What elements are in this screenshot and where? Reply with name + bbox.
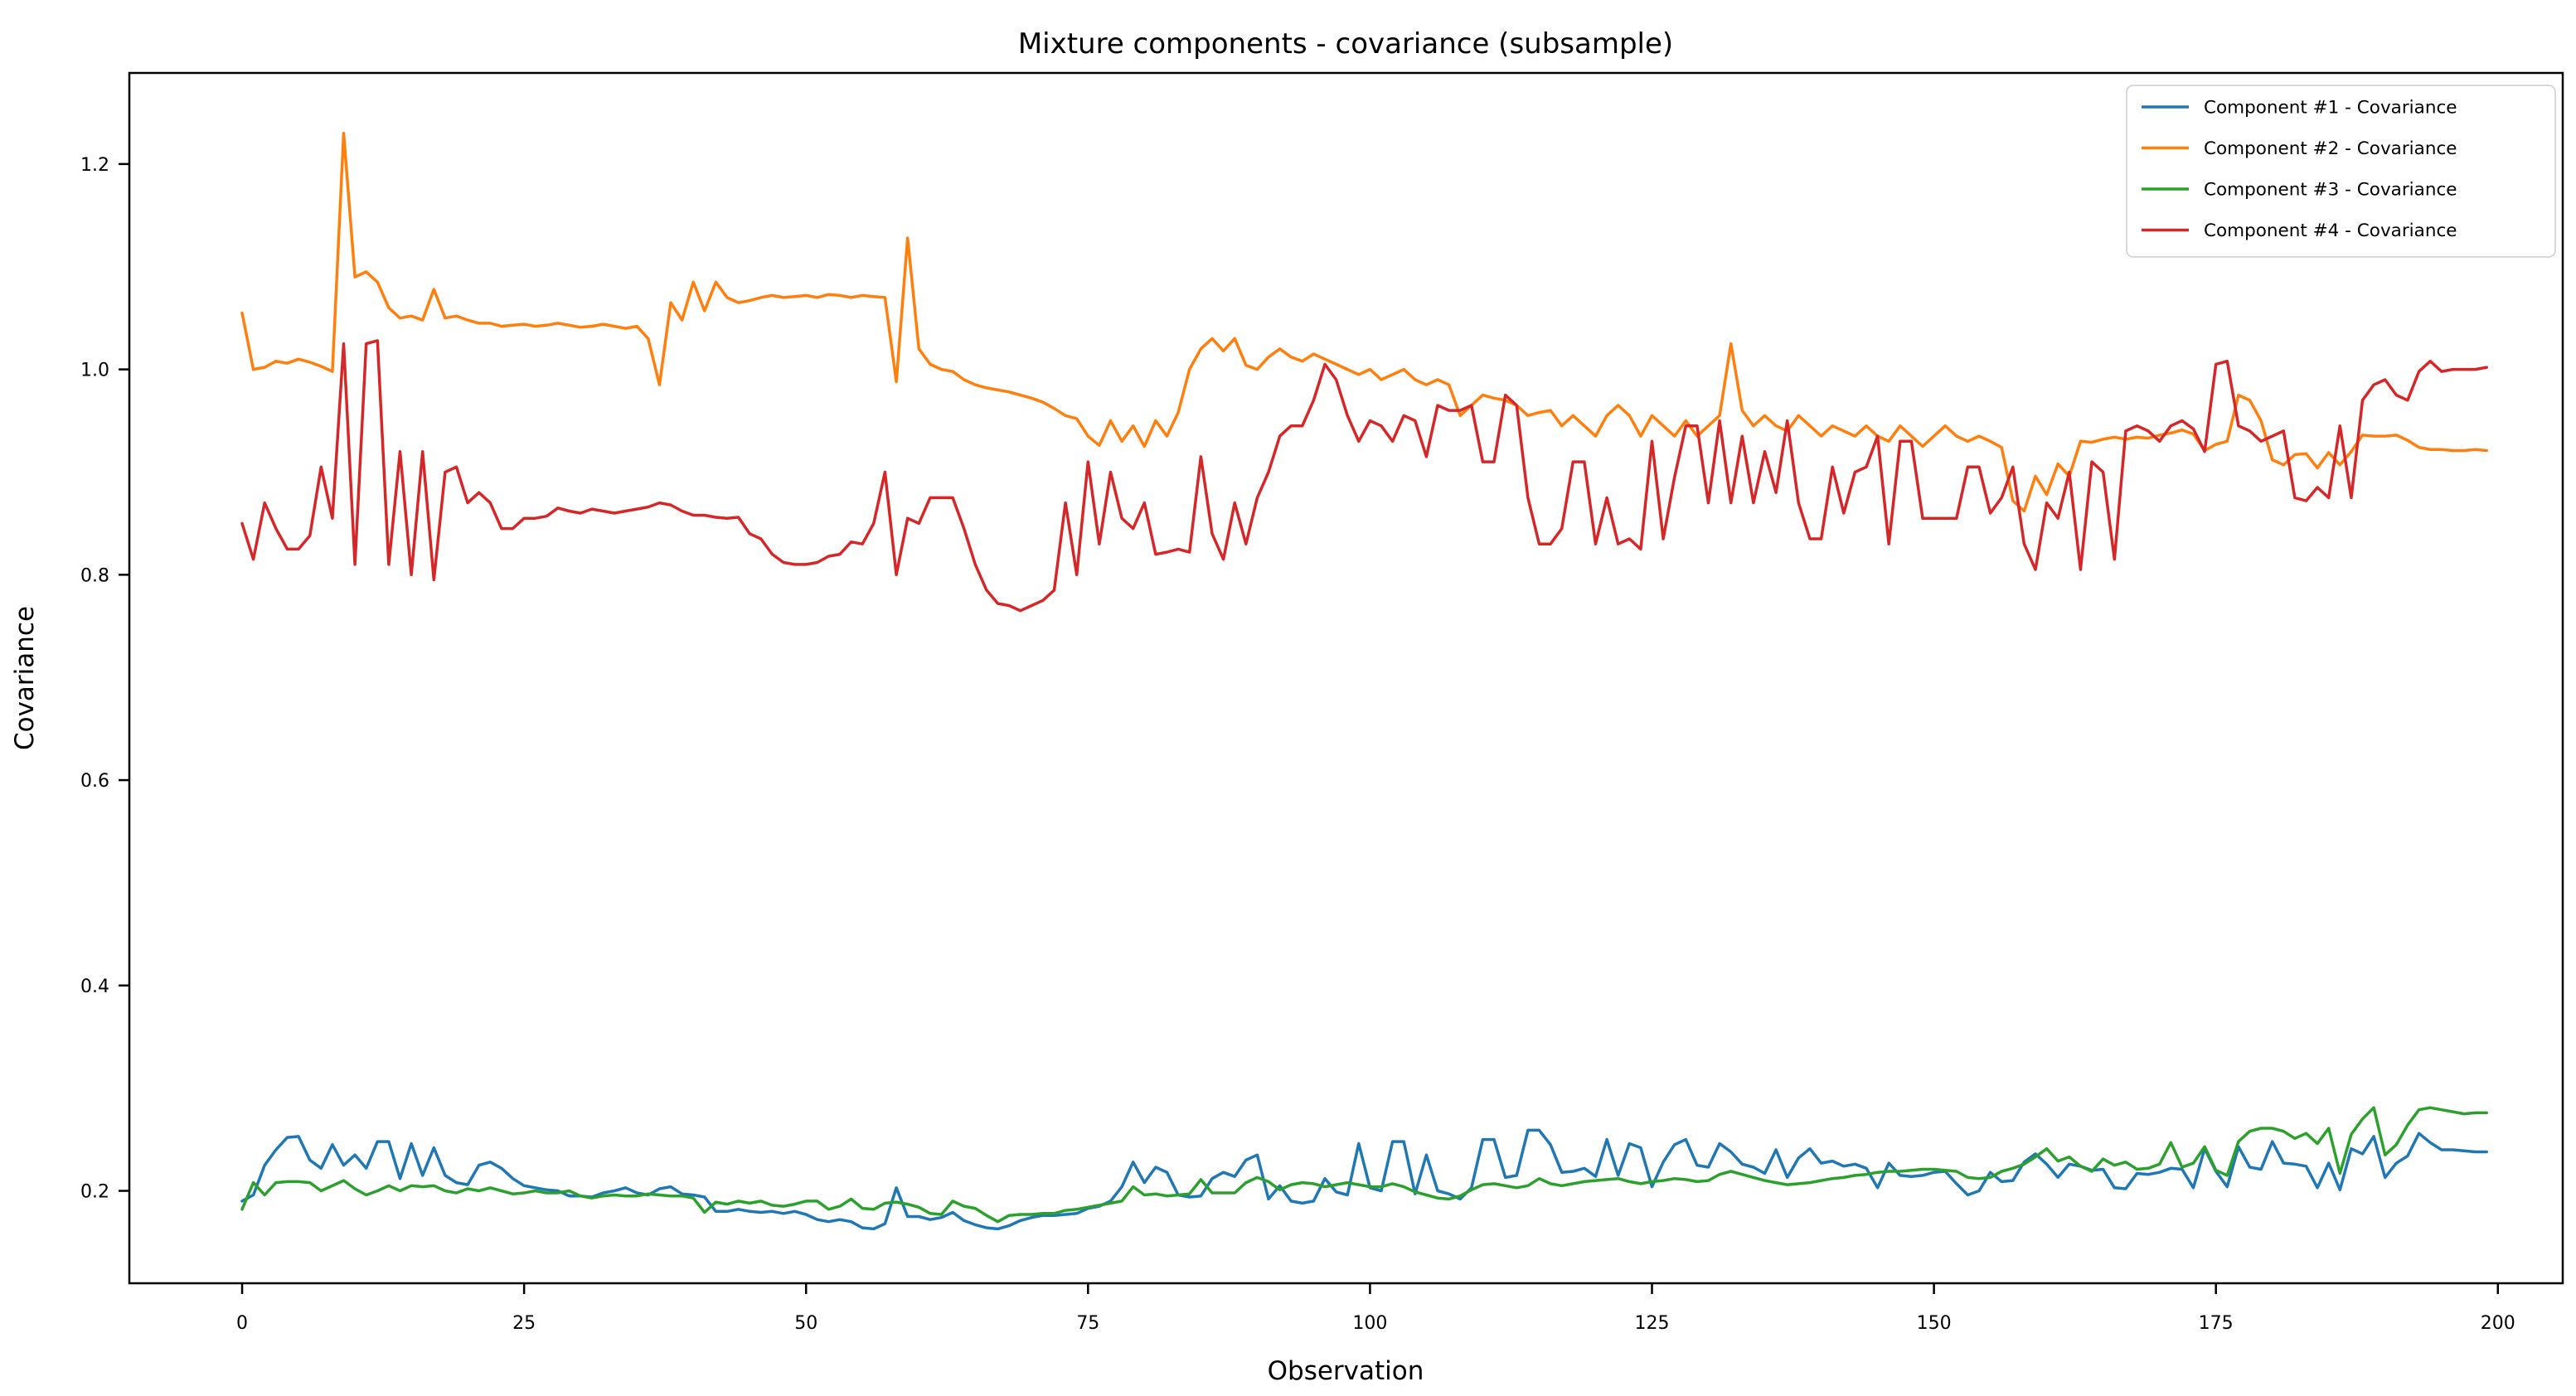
x-tick-label: 200 [2481, 1313, 2515, 1334]
y-tick-label: 0.2 [80, 1182, 109, 1203]
series-lines [240, 131, 2488, 1231]
chart-title: Mixture components - covariance (subsamp… [1018, 27, 1673, 61]
y-tick-label: 0.4 [80, 977, 109, 997]
series-line-component-2 [240, 131, 2488, 513]
x-axis-ticks: 0 25 50 75 100 125 150 175 200 [236, 1283, 2515, 1334]
x-tick-label: 125 [1635, 1313, 1670, 1334]
y-axis-label: Covariance [10, 606, 40, 750]
y-axis-ticks: 0.2 0.4 0.6 0.8 1.0 1.2 [80, 155, 129, 1203]
legend-item: Component #3 - Covariance [2142, 180, 2457, 201]
legend-item: Component #2 - Covariance [2142, 138, 2457, 159]
x-tick-label: 100 [1352, 1313, 1387, 1334]
legend-label: Component #2 - Covariance [2204, 138, 2457, 159]
x-tick-label: 25 [512, 1313, 536, 1334]
x-tick-label: 0 [236, 1313, 248, 1334]
plot-border [128, 71, 2564, 1285]
legend-item: Component #4 - Covariance [2142, 221, 2457, 241]
y-tick-label: 0.8 [80, 565, 109, 586]
legend-item: Component #1 - Covariance [2142, 98, 2457, 119]
y-tick-label: 1.2 [80, 155, 109, 176]
legend: Component #1 - Covariance Component #2 - … [2126, 85, 2556, 258]
series-line-component-1 [240, 1128, 2488, 1231]
legend-label: Component #1 - Covariance [2204, 98, 2457, 119]
y-tick-label: 1.0 [80, 361, 109, 381]
x-tick-label: 50 [794, 1313, 817, 1334]
series-line-component-3 [240, 1106, 2488, 1224]
series-line-component-4 [240, 339, 2488, 613]
legend-label: Component #3 - Covariance [2204, 180, 2457, 201]
legend-label: Component #4 - Covariance [2204, 221, 2457, 241]
y-tick-label: 0.6 [80, 771, 109, 792]
x-axis-label: Observation [1268, 1356, 1424, 1386]
x-tick-label: 175 [2199, 1313, 2234, 1334]
x-tick-label: 75 [1076, 1313, 1099, 1334]
legend-frame [2126, 85, 2556, 258]
x-tick-label: 150 [1917, 1313, 1952, 1334]
